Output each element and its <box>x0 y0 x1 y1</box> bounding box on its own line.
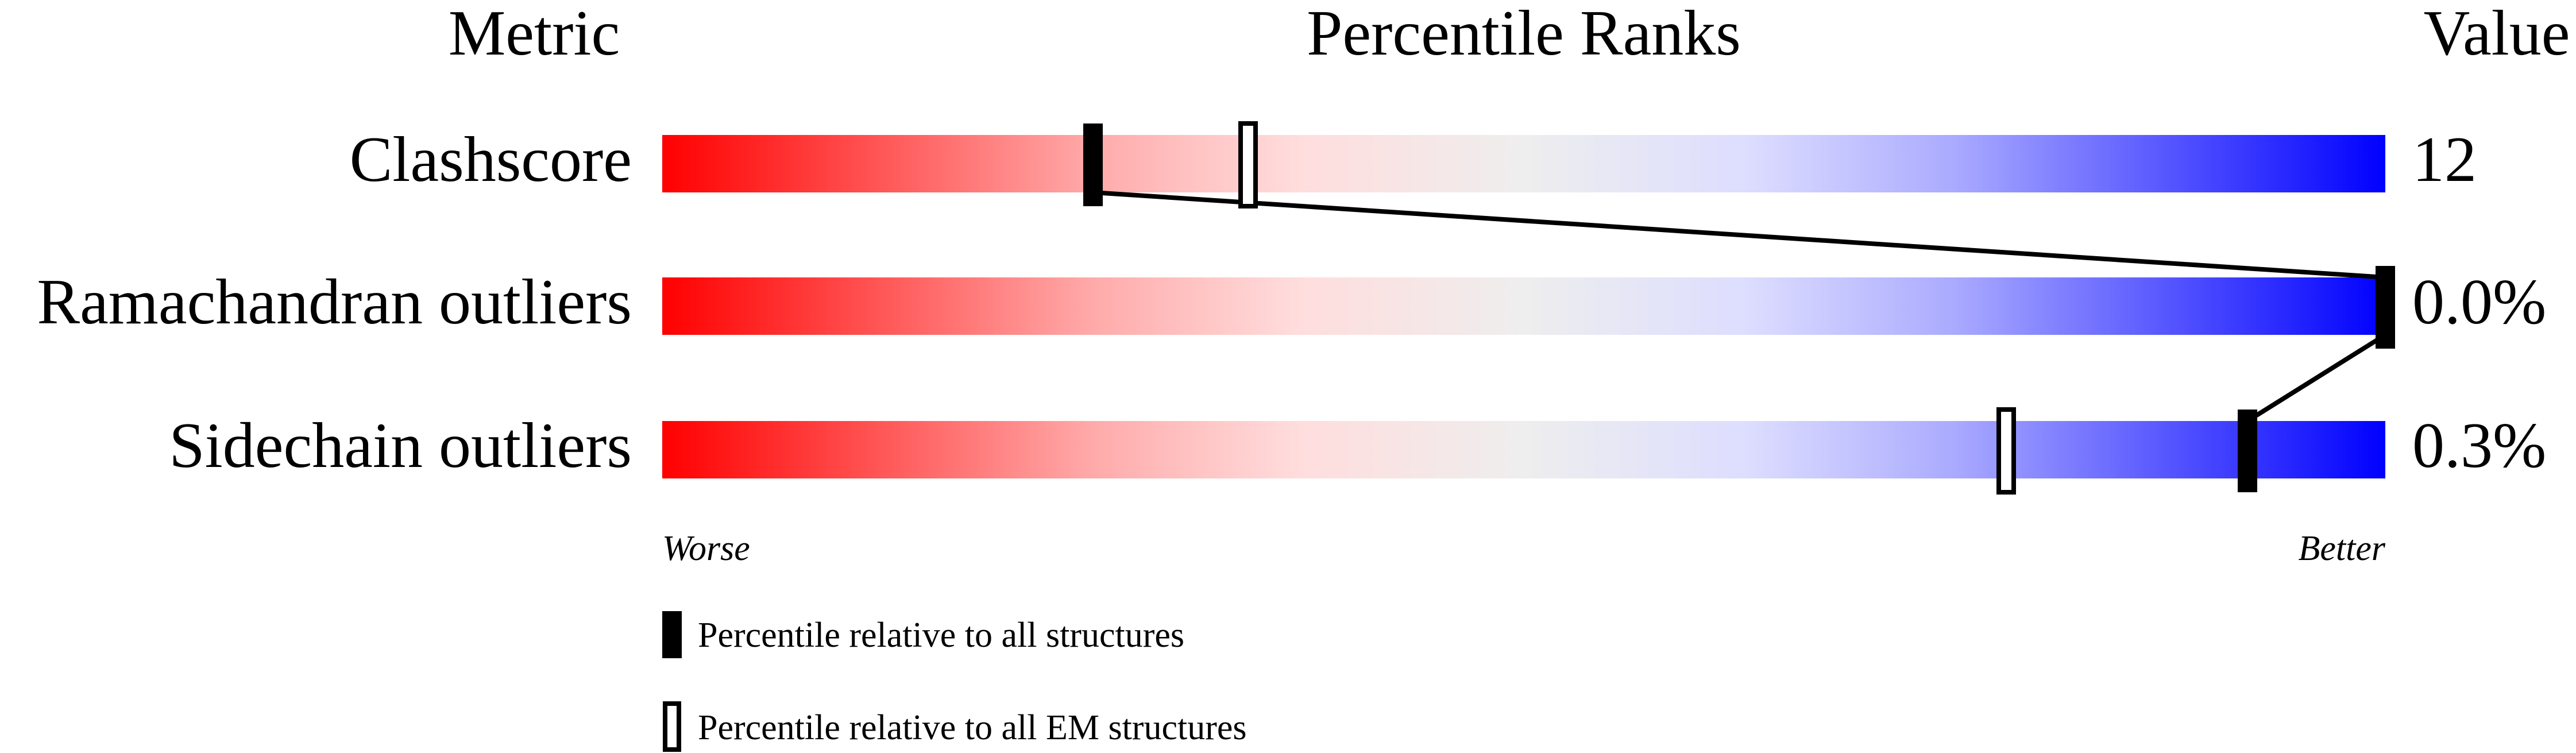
legend-hollow-marker-icon <box>663 701 681 752</box>
marker-em-clashscore <box>1238 121 1258 208</box>
marker-em-sidechain-outliers <box>1996 407 2016 495</box>
legend-filled-marker-icon <box>662 611 682 658</box>
connector-line <box>1092 190 2386 280</box>
metric-label-clashscore: Clashscore <box>350 124 632 195</box>
metric-label-sidechain-outliers: Sidechain outliers <box>169 410 632 481</box>
metric-value-ramachandran-outliers: 0.0% <box>2412 267 2546 338</box>
bar-clashscore <box>662 135 2385 192</box>
marker-all-ramachandran-outliers <box>2376 266 2395 349</box>
bar-sidechain-outliers <box>662 421 2385 478</box>
header-value: Value <box>2423 0 2570 69</box>
worse-label: Worse <box>662 529 750 568</box>
marker-all-clashscore <box>1083 123 1103 206</box>
header-metric: Metric <box>449 0 620 69</box>
metric-value-clashscore: 12 <box>2412 124 2477 195</box>
better-label: Better <box>2299 529 2386 568</box>
legend-all-structures: Percentile relative to all structures <box>698 616 1184 655</box>
marker-all-sidechain-outliers <box>2238 410 2257 492</box>
metric-value-sidechain-outliers: 0.3% <box>2412 410 2546 481</box>
header-percentile-ranks: Percentile Ranks <box>1307 0 1741 69</box>
metric-label-ramachandran-outliers: Ramachandran outliers <box>37 267 632 338</box>
legend-em-structures: Percentile relative to all EM structures <box>698 708 1247 747</box>
bar-ramachandran-outliers <box>662 277 2385 335</box>
connector-line <box>2246 333 2387 423</box>
